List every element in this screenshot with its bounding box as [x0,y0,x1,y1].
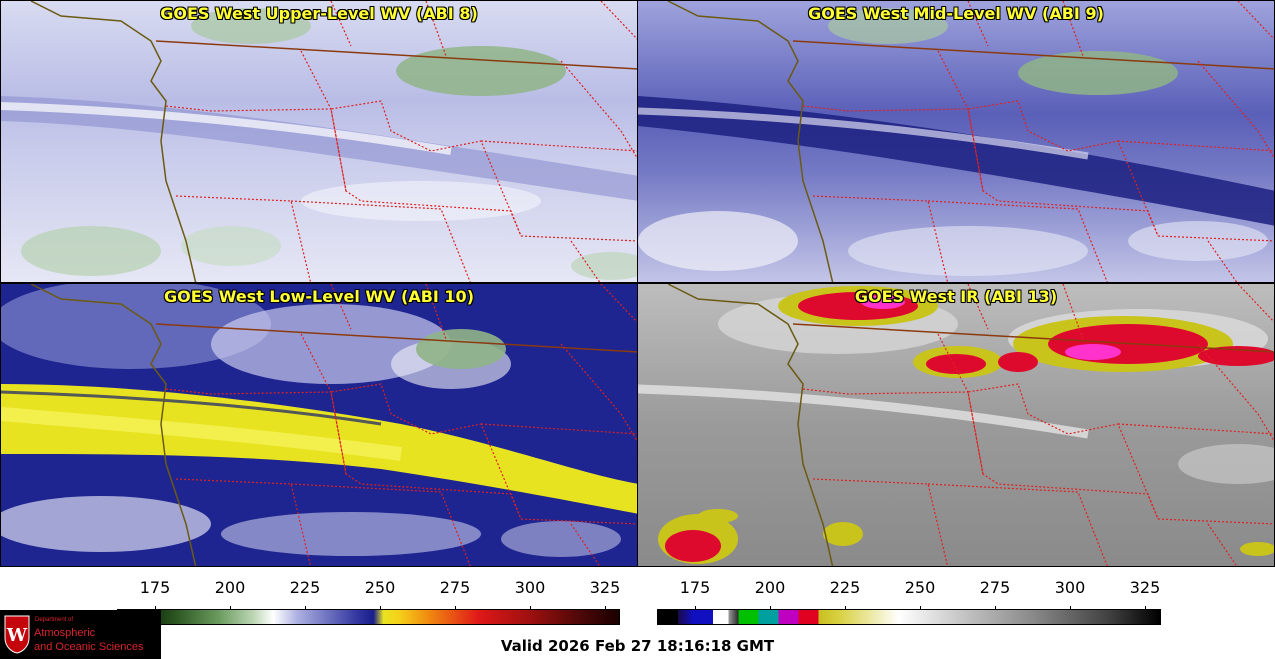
ir-colorbar-ticks: 175 200 225 250 275 300 325 [657,578,1161,598]
upper-level-wv-panel: GOES West Upper-Level WV (ABI 8) [0,0,638,283]
wv-tick-label: 325 [589,578,621,597]
wv-tick-label: 225 [289,578,321,597]
international-border [792,40,1274,70]
aos-logo: W Department of Atmospheric and Oceanic … [0,610,161,659]
international-border [792,323,1274,353]
panel-title: GOES West IR (ABI 13) [854,287,1058,306]
ir-tick-label: 275 [979,578,1011,597]
ir-panel: GOES West IR (ABI 13) [637,283,1275,567]
low-level-wv-image [1,284,637,566]
logo-line2: and Oceanic Sciences [34,641,144,653]
state-borders [802,284,1274,566]
wv-tick-label: 300 [514,578,546,597]
ir-image [638,284,1274,566]
international-border [155,323,637,353]
panel-title: GOES West Low-Level WV (ABI 10) [163,287,474,306]
ir-tick-label: 300 [1054,578,1086,597]
wv-tick-label: 175 [139,578,171,597]
panel-title: GOES West Mid-Level WV (ABI 9) [808,4,1104,23]
panel-title: GOES West Upper-Level WV (ABI 8) [160,4,478,23]
ir-tick-label: 325 [1129,578,1161,597]
coastline [667,284,834,566]
wv-colorbar [117,606,620,625]
ir-colorbar [657,606,1161,625]
coastline [30,1,197,282]
crest-letter: W [6,625,28,646]
wv-tick-label: 200 [214,578,246,597]
coastline [667,1,834,282]
wv-tick-label: 250 [364,578,396,597]
international-border [155,40,637,70]
logo-department: Department of [35,617,74,623]
mid-level-wv-panel: GOES West Mid-Level WV (ABI 9) [637,0,1275,283]
state-borders [165,284,637,566]
ir-tick-label: 200 [754,578,786,597]
ir-tick-label: 175 [679,578,711,597]
state-borders [165,1,637,282]
uw-crest-icon: W [4,615,30,654]
valid-time: Valid 2026 Feb 27 18:16:18 GMT [500,637,775,655]
upper-level-wv-image [1,1,637,282]
ir-tick-label: 225 [829,578,861,597]
logo-line1: Atmospheric [34,627,96,639]
coastline [30,284,197,566]
low-level-wv-panel: GOES West Low-Level WV (ABI 10) [0,283,638,567]
wv-tick-label: 275 [439,578,471,597]
state-borders [802,1,1274,282]
ir-tick-label: 250 [904,578,936,597]
mid-level-wv-image [638,1,1274,282]
wv-colorbar-ticks: 175 200 225 250 275 300 325 [117,578,621,598]
